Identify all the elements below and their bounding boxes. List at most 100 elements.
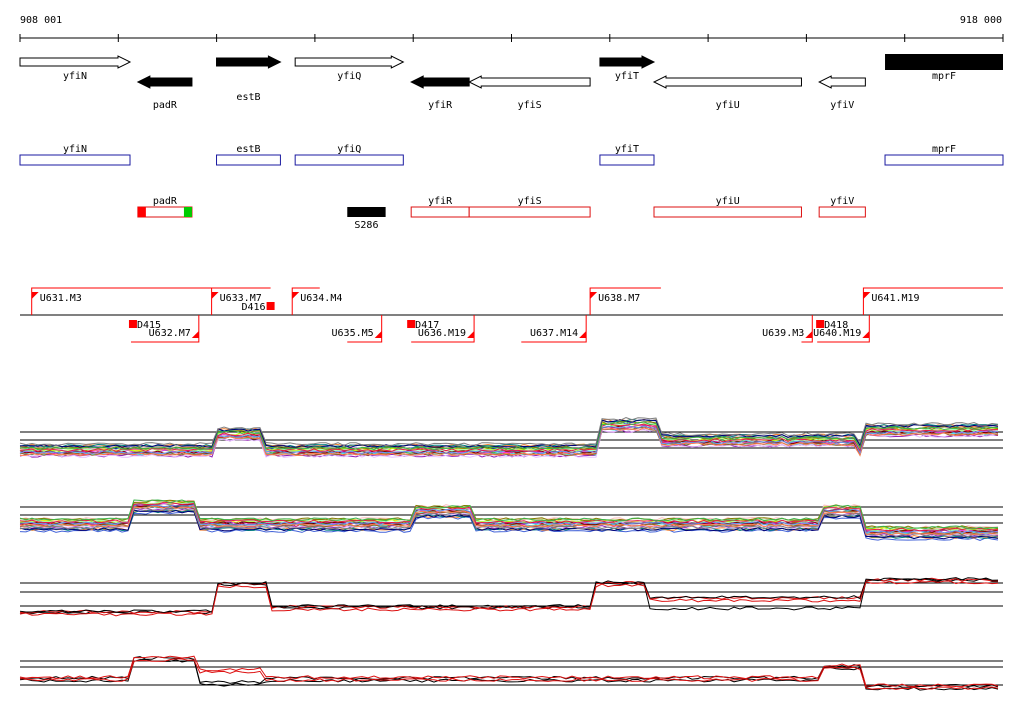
profile-line bbox=[19, 507, 999, 538]
transcript-U635.M5[interactable] bbox=[347, 315, 383, 343]
gene-arrow-track: yfiN padR estB yfiQ yfiR yfiS yfiT yfiU yfiV mprF bbox=[19, 54, 1003, 111]
transcript-start-flag bbox=[211, 292, 219, 299]
profile-line bbox=[19, 426, 999, 457]
gene-box-label-estB: estB bbox=[236, 144, 260, 155]
marker-label-D418: D418 bbox=[824, 320, 848, 331]
transcript-U637.M14[interactable] bbox=[521, 315, 587, 343]
gene-box-label-yfiT: yfiT bbox=[615, 144, 639, 155]
transcript-label-U638.M7: U638.M7 bbox=[598, 293, 640, 304]
transcript-label-U634.M4: U634.M4 bbox=[300, 293, 342, 304]
gene-box-label-yfiN: yfiN bbox=[63, 144, 87, 155]
profile-line bbox=[19, 505, 999, 536]
transcript-U640.M19[interactable] bbox=[817, 315, 870, 343]
transcript-label-U635.M5: U635.M5 bbox=[332, 328, 374, 339]
gene-arrow-yfiN[interactable] bbox=[19, 55, 132, 69]
transcript-end-flag bbox=[579, 331, 587, 338]
gene-arrow-yfiR[interactable] bbox=[410, 75, 470, 89]
profile-line bbox=[19, 655, 999, 688]
transcript-U636.M19[interactable] bbox=[411, 315, 475, 343]
transcript-end-flag bbox=[374, 331, 382, 338]
scale-start-label: 908 001 bbox=[20, 15, 62, 26]
transcript-label-U640.M19: U640.M19 bbox=[813, 328, 861, 339]
gene-box-padR[interactable] bbox=[137, 206, 193, 218]
transcript-U641.M19[interactable] bbox=[862, 287, 1003, 315]
profile-line bbox=[19, 658, 999, 691]
marker-D416[interactable] bbox=[266, 302, 275, 310]
marker-D418[interactable] bbox=[816, 320, 825, 328]
gene-arrow-yfiU[interactable] bbox=[652, 75, 802, 89]
transcript-U638.M7[interactable] bbox=[589, 287, 661, 315]
gene-label-yfiR: yfiR bbox=[428, 100, 453, 111]
profile-line bbox=[19, 577, 999, 614]
transcript-U633.M7[interactable] bbox=[211, 287, 271, 315]
transcript-start-flag bbox=[292, 292, 300, 299]
start-cap bbox=[137, 207, 146, 217]
gene-box-label-yfiV: yfiV bbox=[830, 196, 854, 207]
transcript-label-U639.M3: U639.M3 bbox=[762, 328, 804, 339]
gene-box-yfiS[interactable] bbox=[468, 206, 591, 218]
gene-label-yfiS: yfiS bbox=[518, 100, 542, 111]
profile-line bbox=[19, 499, 999, 530]
scale-end-label: 918 000 bbox=[960, 15, 1002, 26]
gene-box-yfiT[interactable] bbox=[599, 154, 655, 166]
profile-line bbox=[19, 423, 998, 453]
profile-line bbox=[19, 421, 999, 451]
profile-line bbox=[19, 419, 999, 449]
gene-label-estB: estB bbox=[236, 92, 260, 103]
gene-label-yfiN: yfiN bbox=[63, 71, 87, 82]
gene-arrow-yfiT[interactable] bbox=[599, 55, 656, 69]
transcript-end-flag bbox=[862, 331, 870, 338]
gene-arrow-mprF[interactable] bbox=[885, 54, 1003, 70]
transcript-U632.M7[interactable] bbox=[130, 315, 200, 343]
profile-line bbox=[19, 417, 999, 447]
transcript-label-U637.M14: U637.M14 bbox=[530, 328, 578, 339]
marker-label-D416: D416 bbox=[241, 302, 265, 313]
end-cap bbox=[183, 207, 192, 217]
gene-box-label-yfiR: yfiR bbox=[428, 196, 453, 207]
gene-arrow-yfiS[interactable] bbox=[468, 75, 591, 89]
gene-box-mprF[interactable] bbox=[884, 154, 1004, 166]
gene-box-yfiN[interactable] bbox=[19, 154, 131, 166]
transcript-label-U631.M3: U631.M3 bbox=[40, 293, 82, 304]
gene-arrow-estB[interactable] bbox=[216, 55, 282, 69]
gene-box-label-mprF: mprF bbox=[932, 144, 956, 155]
coordinate-ruler bbox=[19, 34, 1004, 42]
gene-box-label-padR: padR bbox=[153, 196, 178, 207]
gene-label-yfiU: yfiU bbox=[716, 100, 740, 111]
expression-profile-tracks bbox=[19, 417, 1003, 691]
transcript-label-U633.M7: U633.M7 bbox=[220, 293, 262, 304]
gene-box-label-yfiQ: yfiQ bbox=[337, 144, 361, 155]
transcript-U631.M3[interactable] bbox=[31, 287, 217, 315]
profile-line bbox=[19, 580, 999, 617]
marker-D417[interactable] bbox=[407, 320, 416, 328]
gene-box-estB[interactable] bbox=[216, 154, 281, 166]
profile-line bbox=[19, 658, 999, 690]
gene-arrow-yfiV[interactable] bbox=[818, 75, 866, 89]
gene-box-track: yfiN padR estB yfiQ yfiR yfiS yfiT yfiU yfiV mprF bbox=[19, 144, 1004, 218]
gene-box-yfiV[interactable] bbox=[818, 206, 866, 218]
gene-arrow-padR[interactable] bbox=[136, 75, 193, 89]
profile-line bbox=[19, 501, 999, 532]
feature-S286[interactable] bbox=[347, 207, 386, 217]
gene-label-padR: padR bbox=[153, 100, 178, 111]
transcript-track: U631.M3 U633.M7 U634.M4 U638.M7 U641.M19 U632… bbox=[20, 287, 1003, 343]
gene-box-label-yfiU: yfiU bbox=[716, 196, 740, 207]
gene-box-yfiQ[interactable] bbox=[294, 154, 404, 166]
feature-label-S286: S286 bbox=[354, 220, 378, 231]
profile-line bbox=[19, 509, 999, 540]
transcript-start-flag bbox=[31, 292, 39, 299]
transcript-start-flag bbox=[590, 292, 598, 299]
gene-label-yfiV: yfiV bbox=[830, 100, 854, 111]
gene-box-yfiU[interactable] bbox=[653, 206, 802, 218]
transcript-end-flag bbox=[191, 331, 199, 338]
marker-label-D417: D417 bbox=[415, 320, 439, 331]
gene-box-yfiR[interactable] bbox=[410, 206, 470, 218]
transcript-end-flag bbox=[805, 331, 813, 338]
marker-D415[interactable] bbox=[128, 320, 137, 328]
gene-arrow-yfiQ[interactable] bbox=[294, 55, 405, 69]
gene-box-label-yfiS: yfiS bbox=[518, 196, 542, 207]
transcript-U634.M4[interactable] bbox=[291, 287, 320, 315]
transcript-U639.M3[interactable] bbox=[801, 315, 813, 343]
transcript-label-U636.M19: U636.M19 bbox=[418, 328, 466, 339]
